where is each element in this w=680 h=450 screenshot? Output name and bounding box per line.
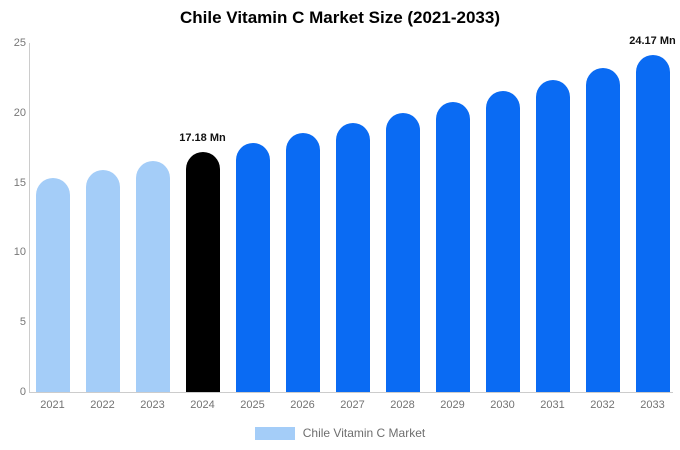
legend-label: Chile Vitamin C Market [302,426,426,440]
x-tick-label-2021: 2021 [40,399,65,411]
annotation-2033: 24.17 Mn [629,34,676,47]
bar-2032 [585,67,620,392]
bar-2028 [385,113,420,392]
x-tick-label-2032: 2032 [590,399,615,411]
chart-title: Chile Vitamin C Market Size (2021-2033) [180,8,500,27]
y-axis-line [29,43,30,392]
y-tick-label-5: 5 [19,316,26,329]
x-tick-label-2026: 2026 [290,399,315,411]
bar-2021 [35,177,70,392]
bar-2026 [285,133,320,392]
annotation-2024: 17.18 Mn [179,132,226,145]
x-tick-label-2030: 2030 [490,399,515,411]
x-tick-label-2029: 2029 [440,399,465,411]
x-tick-label-2027: 2027 [340,399,365,411]
bar-2030 [485,91,520,392]
x-tick-label-2025: 2025 [240,399,265,411]
x-tick-label-2024: 2024 [190,399,215,411]
bar-2024 [185,152,220,392]
x-tick-label-2031: 2031 [540,399,565,411]
x-axis-line [29,392,673,393]
x-tick-label-2023: 2023 [140,399,165,411]
bar-2033 [635,54,670,392]
bar-2027 [335,123,370,392]
y-tick-label-10: 10 [13,246,26,259]
y-tick-label-15: 15 [13,176,26,189]
bar-2025 [235,142,270,392]
bar-2031 [535,79,570,392]
bar-2022 [85,169,120,392]
x-tick-label-2033: 2033 [640,399,665,411]
bar-2023 [135,161,170,392]
bar-2029 [435,102,470,392]
y-tick-label-0: 0 [19,386,26,398]
legend-swatch [254,426,295,440]
y-tick-label-20: 20 [13,106,26,119]
x-tick-label-2022: 2022 [90,399,115,411]
x-tick-label-2028: 2028 [390,399,415,411]
y-tick-label-25: 25 [13,37,26,49]
legend: Chile Vitamin C Market [0,426,680,440]
